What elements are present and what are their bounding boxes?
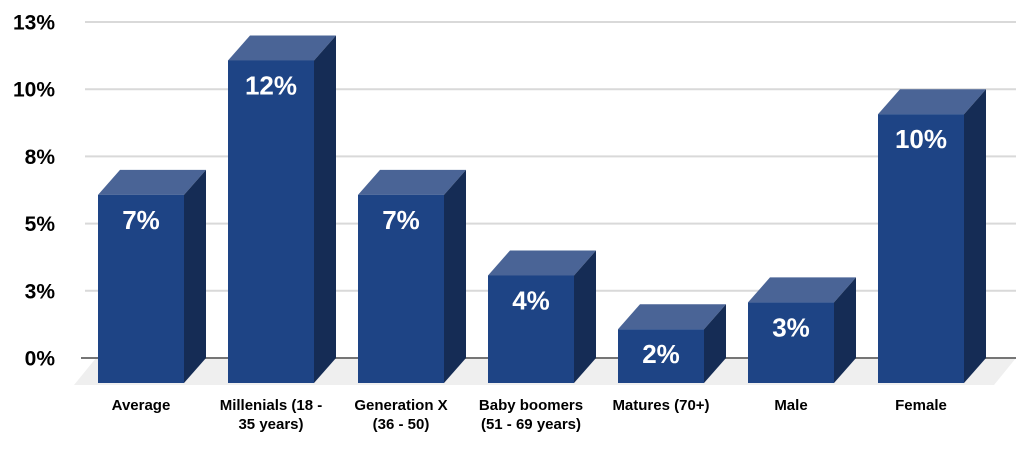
bar-value-label: 2% (642, 339, 680, 369)
category-label-line: (36 - 50) (373, 416, 430, 433)
category-label: Male (774, 397, 807, 414)
bar-group: 12% Millenials (18 - 35 years) (220, 35, 336, 433)
category-label: Matures (70+) (612, 397, 709, 414)
bar-front-face (748, 302, 834, 383)
bar-group: 2% Matures (70+) (612, 304, 726, 414)
category-label-line: Generation X (354, 397, 447, 414)
bar-front-face (878, 114, 964, 383)
bar-top-face (878, 89, 986, 115)
y-axis-tick-label: 5% (25, 213, 56, 236)
bar-value-label: 7% (382, 205, 420, 235)
bar-value-label: 10% (895, 124, 947, 154)
bar-top-face (228, 35, 336, 61)
bar-group: 7% Average (98, 169, 206, 414)
bar-front-face (618, 329, 704, 383)
bar-front-face (358, 194, 444, 383)
bar-front-face (98, 194, 184, 383)
bar-group: 10% Female (878, 89, 986, 414)
y-axis-tick-label: 10% (13, 79, 55, 102)
y-axis-tick-label: 8% (25, 146, 56, 169)
bar-top-face (488, 250, 596, 276)
category-label: Generation X (36 - 50) (354, 397, 447, 433)
bar-front-face (228, 60, 314, 383)
category-label: Baby boomers (51 - 69 years) (479, 397, 583, 433)
bar-top-face (358, 169, 466, 195)
bar-value-label: 4% (512, 285, 550, 315)
y-axis-tick-label: 0% (25, 348, 56, 371)
category-label-line: Millenials (18 - (220, 397, 323, 414)
category-label: Female (895, 397, 947, 414)
category-label-line: Matures (70+) (612, 397, 709, 414)
bar-side-face (964, 89, 986, 383)
bar-group: 7% Generation X (36 - 50) (354, 169, 466, 433)
bar-side-face (314, 35, 336, 383)
bar-side-face (834, 277, 856, 383)
bar-side-face (184, 169, 206, 383)
bar-group: 4% Baby boomers (51 - 69 years) (479, 250, 596, 433)
bar-top-face (618, 304, 726, 330)
category-label-line: Female (895, 397, 947, 414)
category-label-line: Average (112, 397, 171, 414)
bar-front-face (488, 275, 574, 383)
bar-side-face (574, 250, 596, 383)
category-label-line: (51 - 69 years) (481, 416, 581, 433)
y-axis-tick-label: 13% (13, 12, 55, 35)
bar-top-face (748, 277, 856, 303)
category-label-line: Male (774, 397, 807, 414)
bar-group: 3% Male (748, 277, 856, 414)
category-label: Average (112, 397, 171, 414)
bar-top-face (98, 169, 206, 195)
bar-value-label: 12% (245, 70, 297, 100)
y-axis-tick-label: 3% (25, 280, 56, 303)
category-label-line: 35 years) (238, 416, 303, 433)
bar-value-label: 3% (772, 312, 810, 342)
bar-side-face (704, 304, 726, 383)
category-label-line: Baby boomers (479, 397, 583, 414)
category-label: Millenials (18 - 35 years) (220, 397, 323, 433)
bar-value-label: 7% (122, 205, 160, 235)
bar-side-face (444, 169, 466, 383)
